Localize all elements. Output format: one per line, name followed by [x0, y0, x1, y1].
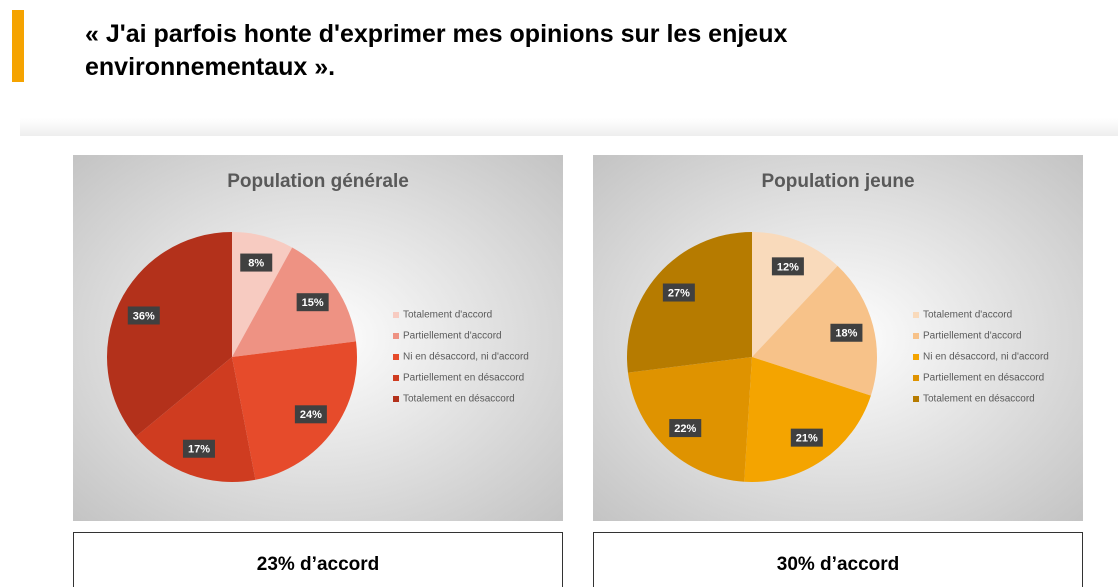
pie-slice [627, 232, 752, 373]
legend-entry: Totalement en désaccord [923, 394, 1035, 405]
pie-slice [232, 247, 357, 357]
legend-swatch [393, 312, 399, 318]
legend-entry: Totalement en désaccord [403, 394, 515, 405]
data-label-box [294, 405, 327, 424]
pie-slice [752, 265, 877, 396]
data-label-box [127, 306, 160, 325]
data-label: 17% [188, 444, 210, 456]
legend-swatch [393, 354, 399, 360]
data-label-box [669, 419, 702, 438]
data-label-box [790, 428, 823, 447]
legend-entry: Partiellement en désaccord [923, 373, 1044, 384]
pie-slice [232, 341, 358, 480]
legend-entry: Ni en désaccord, ni d'accord [923, 352, 1049, 363]
summary-text: 23% d’accord [257, 554, 380, 575]
data-label: 21% [796, 433, 818, 445]
chart-title: Population générale [227, 171, 409, 192]
data-label-box [830, 323, 863, 342]
pie-slice [744, 357, 871, 482]
data-label: 15% [302, 297, 324, 309]
data-label-box [182, 439, 215, 458]
header-shadow [20, 118, 1118, 136]
legend-swatch [393, 396, 399, 402]
legend-entry: Partiellement en désaccord [403, 373, 524, 384]
legend-swatch [913, 375, 919, 381]
data-label: 12% [777, 261, 799, 273]
heading-line: environnementaux ». [85, 53, 335, 81]
summary-box [73, 532, 563, 587]
pie-slice [106, 232, 232, 437]
legend-swatch [913, 312, 919, 318]
data-label: 22% [674, 423, 696, 435]
heading-line: « J'ai parfois honte d'exprimer mes opin… [85, 20, 787, 48]
data-label-box [240, 253, 273, 272]
legend-entry: Partiellement d'accord [923, 331, 1022, 342]
data-label: 8% [248, 257, 264, 269]
data-label-box [296, 293, 329, 312]
legend-swatch [913, 333, 919, 339]
chart-title: Population jeune [761, 171, 914, 192]
legend-swatch [393, 375, 399, 381]
data-label: 24% [300, 409, 322, 421]
data-label-box [662, 283, 695, 302]
pie-slice [135, 357, 256, 482]
data-label: 36% [133, 310, 155, 322]
summary-text: 30% d’accord [777, 554, 900, 575]
legend-swatch [393, 333, 399, 339]
data-label-box [771, 257, 804, 276]
summary-box [593, 532, 1083, 587]
accent-bar [12, 10, 24, 82]
legend-swatch [913, 354, 919, 360]
legend-entry: Totalement d'accord [923, 310, 1012, 321]
data-label: 27% [668, 287, 690, 299]
legend-entry: Ni en désaccord, ni d'accord [403, 352, 529, 363]
legend-swatch [913, 396, 919, 402]
legend-entry: Partiellement d'accord [403, 331, 502, 342]
data-label: 18% [835, 328, 857, 340]
legend-entry: Totalement d'accord [403, 310, 492, 321]
